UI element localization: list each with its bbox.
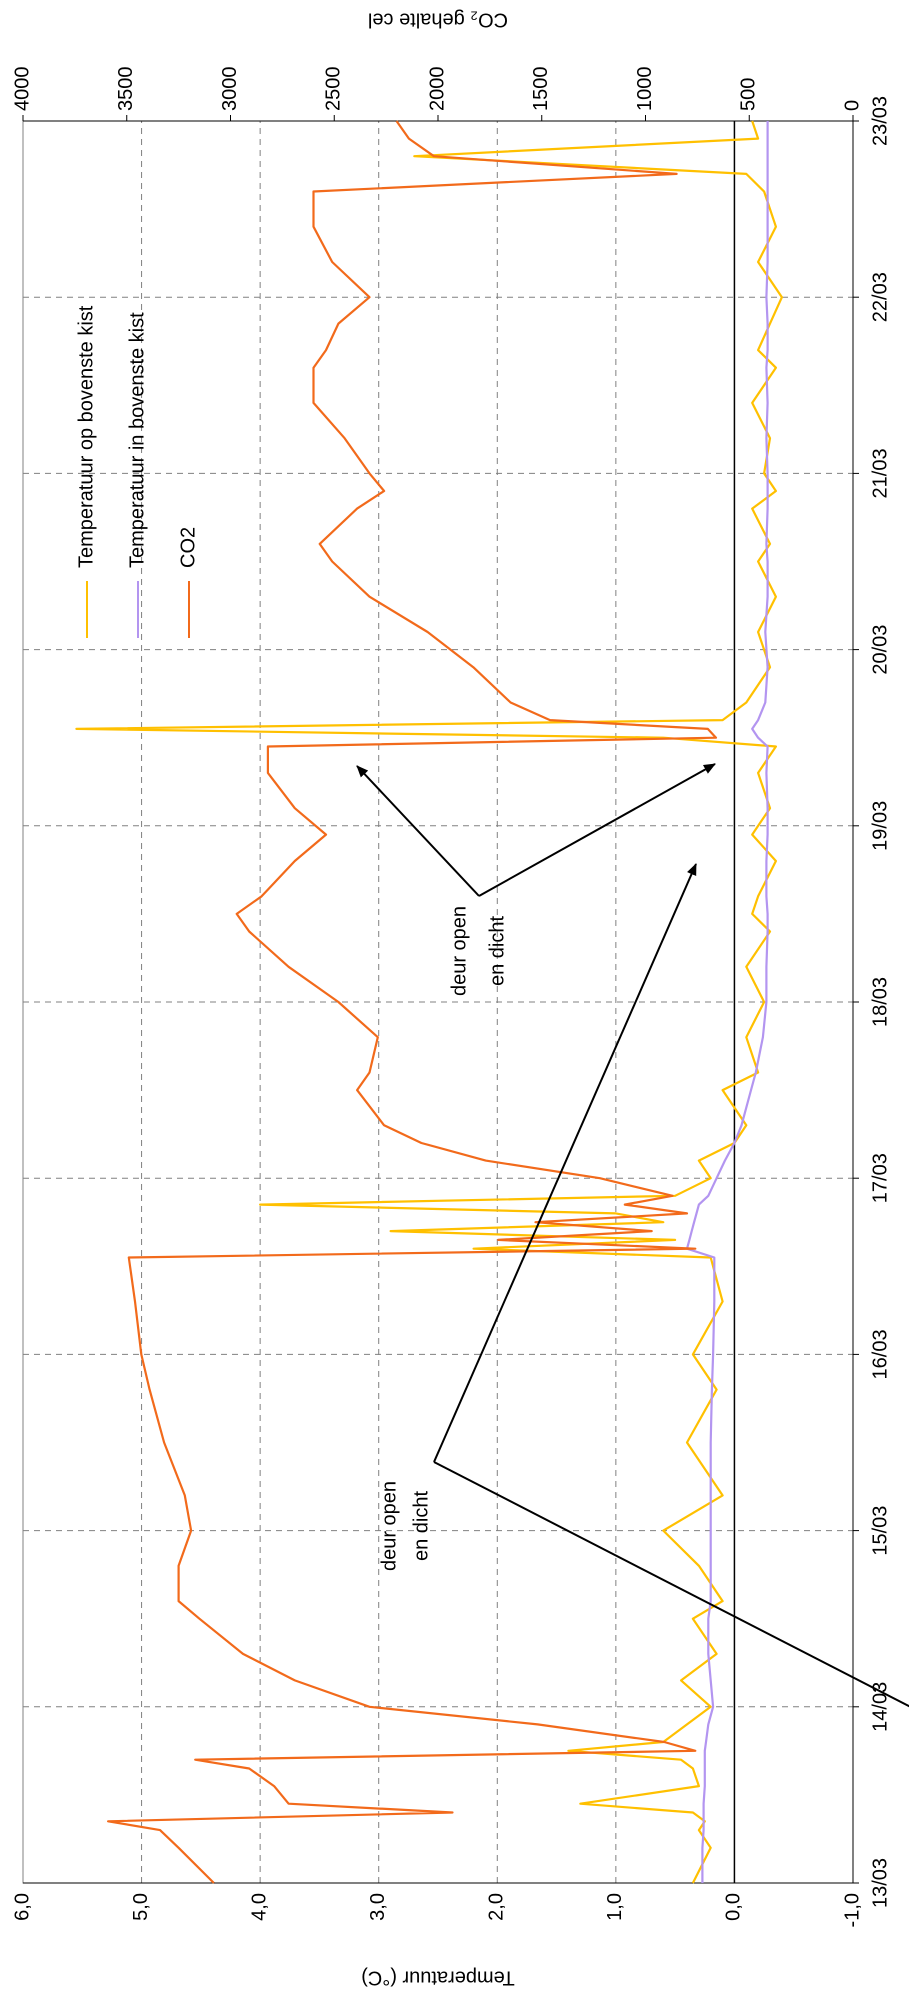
y2-axis-title: CO₂ gehalte cel <box>368 9 508 31</box>
y2-tick-label: 1000 <box>634 67 656 112</box>
y-axis-title: Temperatuur (°C) <box>361 1967 515 1989</box>
annotation: en dicht <box>410 1491 432 1561</box>
y2-tick-label: 500 <box>738 78 760 111</box>
y-tick-label: 5,0 <box>130 1893 152 1921</box>
x-tick-label: 18/03 <box>869 977 891 1027</box>
y2-tick-label: 3500 <box>115 67 137 112</box>
y2-tick-label: 0 <box>841 100 863 111</box>
y2-tick-label: 3000 <box>219 67 241 112</box>
annotation: en dicht <box>486 916 508 986</box>
y2-tick-label: 2500 <box>323 67 345 112</box>
annotation-arrow <box>433 863 697 1463</box>
annotation: deur open <box>378 1481 400 1571</box>
x-tick-label: 22/03 <box>869 272 891 322</box>
legend-label: Temperatuur op bovenste kist <box>75 305 97 568</box>
x-tick-label: 19/03 <box>869 801 891 851</box>
y-tick-label: -1,0 <box>841 1893 863 1927</box>
y-tick-label: 2,0 <box>486 1893 508 1921</box>
y-tick-label: 6,0 <box>11 1893 33 1921</box>
x-tick-label: 13/03 <box>869 1858 891 1908</box>
x-tick-label: 15/03 <box>869 1506 891 1556</box>
rotated-chart: -1,0 0,0 1,0 2,0 3,0 4,0 5,0 6,0 0 500 1000 1500 200… <box>11 9 909 1989</box>
y-tick-label: 1,0 <box>604 1893 626 1921</box>
x-tick-label: 16/03 <box>869 1329 891 1379</box>
x-tick-label: 23/03 <box>869 96 891 146</box>
y2-tick-label: 2000 <box>426 67 448 112</box>
x-tick-label: 20/03 <box>869 625 891 675</box>
legend-label: CO2 <box>177 527 199 568</box>
series-line <box>107 120 718 1884</box>
legend-label: Temperatuur in bovenste kist <box>126 312 148 568</box>
annotation-arrow <box>478 763 716 897</box>
y2-tick-label: 4000 <box>11 67 33 112</box>
series-line <box>685 121 769 1883</box>
x-tick-label: 21/03 <box>869 448 891 498</box>
x-tick-label: 14/03 <box>869 1682 891 1732</box>
y-tick-label: 4,0 <box>248 1893 270 1921</box>
annotation-arrow <box>433 1461 909 1793</box>
annotation: deur open <box>448 906 470 996</box>
series-line <box>75 120 783 1884</box>
annotation-arrow <box>356 765 480 897</box>
y-tick-label: 0,0 <box>723 1893 745 1921</box>
y2-tick-label: 1500 <box>530 67 552 112</box>
y-tick-label: 3,0 <box>367 1893 389 1921</box>
x-tick-label: 17/03 <box>869 1153 891 1203</box>
